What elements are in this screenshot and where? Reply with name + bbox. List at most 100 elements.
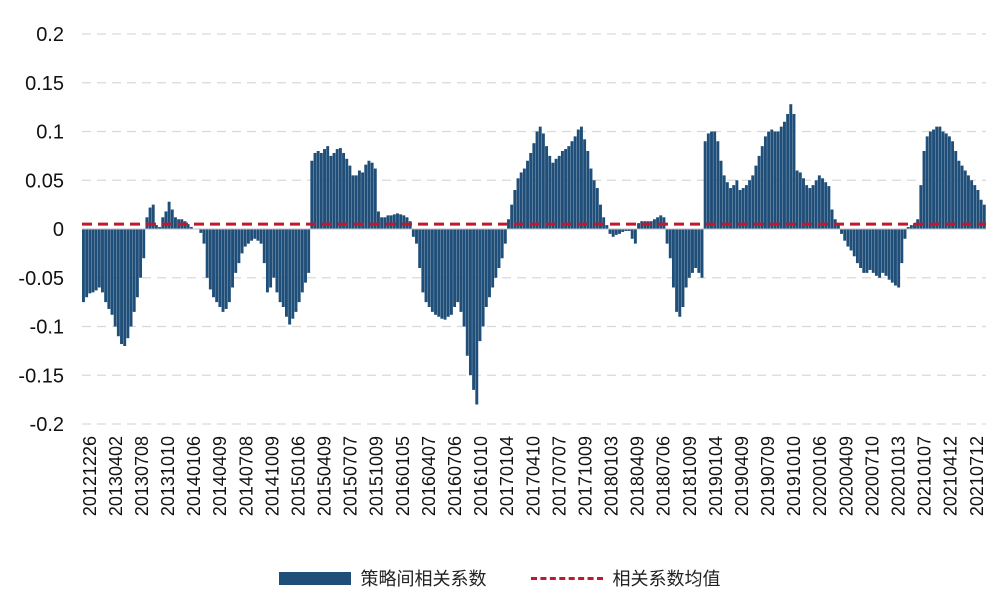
bar [798,172,802,229]
y-tick-label: 0.1 [36,122,64,144]
bar [560,151,564,229]
bar [570,141,574,229]
x-tick-label: 20180706 [654,436,674,516]
bar [262,229,266,264]
bar [424,229,428,303]
x-tick-label: 20131010 [158,436,178,516]
bar [808,188,812,229]
bar [361,172,365,229]
bar [573,136,577,230]
bar [576,129,580,229]
x-tick-label: 20130402 [106,436,126,516]
bar [830,209,834,229]
bar [396,213,399,229]
bar [285,229,288,317]
bar [472,229,476,390]
bar [221,229,225,312]
bar [656,217,660,229]
bar [941,131,945,229]
bar [215,229,219,303]
bar [304,229,307,283]
bar [415,229,418,244]
x-tick-label: 20161010 [471,436,491,516]
bar [326,146,330,230]
bar [982,204,986,230]
legend: 策略间相关系数 相关系数均值 [0,563,999,593]
legend-bar-swatch [278,571,351,585]
bar [443,229,447,320]
x-tick-label: 20150106 [288,436,308,516]
x-tick-label: 20180409 [628,436,648,516]
bar [846,229,850,247]
bar [113,229,117,327]
bar [173,217,177,229]
bar [151,204,155,230]
bar [205,229,209,278]
bar [754,165,758,230]
bar [418,229,422,268]
x-tick-label: 20160105 [393,436,413,516]
x-tick-label: 20140106 [184,436,204,516]
bar [938,126,942,230]
bar [246,229,250,244]
bar [541,133,545,229]
bar [579,126,583,230]
y-tick-label: 0 [53,219,64,241]
bar [862,229,866,273]
y-tick-label: 0.05 [25,170,64,192]
bar [300,229,304,293]
bar [265,229,269,293]
bar [507,219,510,229]
bar [855,229,859,264]
bar [218,229,222,307]
x-tick-label: 20170410 [523,436,543,516]
bar [751,175,755,229]
bar [376,211,380,229]
bar [919,185,923,229]
bar [449,229,453,315]
x-tick-label: 20210412 [941,436,961,516]
y-tick-label: 0.2 [36,24,64,46]
bar [970,180,974,229]
bar [567,146,571,230]
bar [348,165,352,230]
bar [465,229,469,356]
bar [259,229,263,244]
bar [697,229,701,273]
bar [399,214,403,230]
bar [779,126,783,230]
x-tick-label: 20160407 [419,436,439,516]
x-tick-label: 20200409 [836,436,856,516]
bar [763,136,767,230]
bar [199,229,203,233]
bar [101,229,104,293]
bar [522,168,526,229]
bar [840,229,844,234]
bar [894,229,897,286]
bar [240,229,244,254]
bar [548,155,552,230]
bar [966,175,970,229]
bar [703,141,707,229]
bar [453,229,457,307]
x-tick-label: 20200710 [862,436,882,516]
bar [158,227,162,229]
bar [878,229,882,278]
bar [275,229,279,293]
bar [884,229,888,276]
bar [421,229,425,293]
bar [868,229,872,270]
bar [665,229,669,244]
bar [944,133,948,229]
bar [865,229,869,273]
bar [821,178,824,229]
bar [488,229,491,298]
bar [335,149,339,229]
bar [164,211,168,229]
bar [402,215,406,229]
bar [624,229,628,231]
bar [957,160,961,229]
bar [351,175,355,229]
bar [529,152,533,229]
bar [792,113,796,229]
